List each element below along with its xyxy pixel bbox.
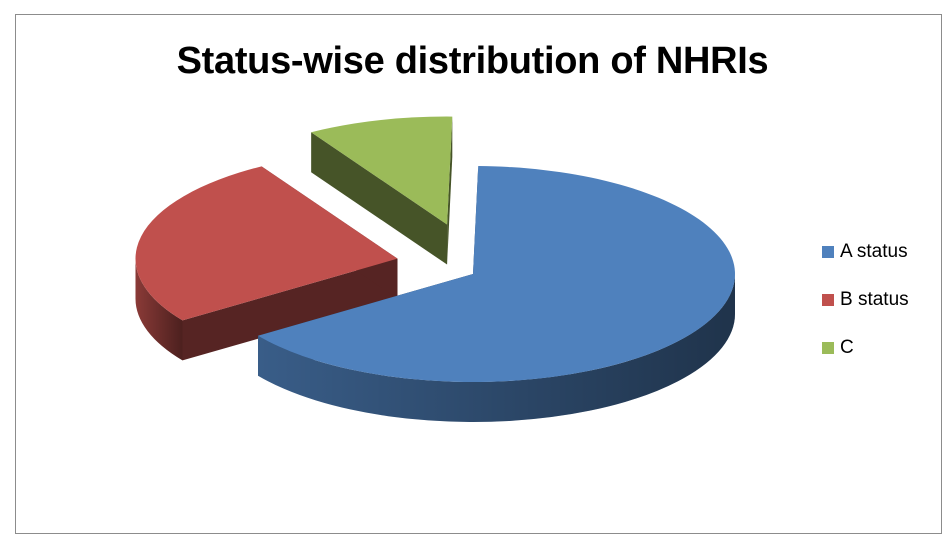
legend-item: C	[822, 337, 909, 359]
legend-label: C	[840, 337, 854, 358]
slice-side-shade	[135, 258, 183, 361]
legend: A status B status C	[822, 241, 909, 385]
pie-slice-b-status	[135, 166, 398, 321]
pie-slice-a-status	[258, 166, 736, 382]
slice-wall-end	[447, 116, 453, 265]
slice-wall-start	[311, 132, 448, 265]
legend-label: B status	[840, 289, 909, 310]
legend-swatch	[822, 342, 834, 354]
legend-item: A status	[822, 241, 909, 263]
slice-wall-start	[182, 258, 398, 361]
legend-label: A status	[840, 241, 908, 262]
slice-side-shade	[258, 274, 735, 423]
legend-item: B status	[822, 289, 909, 311]
chart-title: Status-wise distribution of NHRIs	[176, 40, 769, 82]
legend-swatch	[822, 246, 834, 258]
pie-slice-c	[311, 116, 453, 225]
pie-plot	[135, 116, 736, 423]
legend-swatch	[822, 294, 834, 306]
